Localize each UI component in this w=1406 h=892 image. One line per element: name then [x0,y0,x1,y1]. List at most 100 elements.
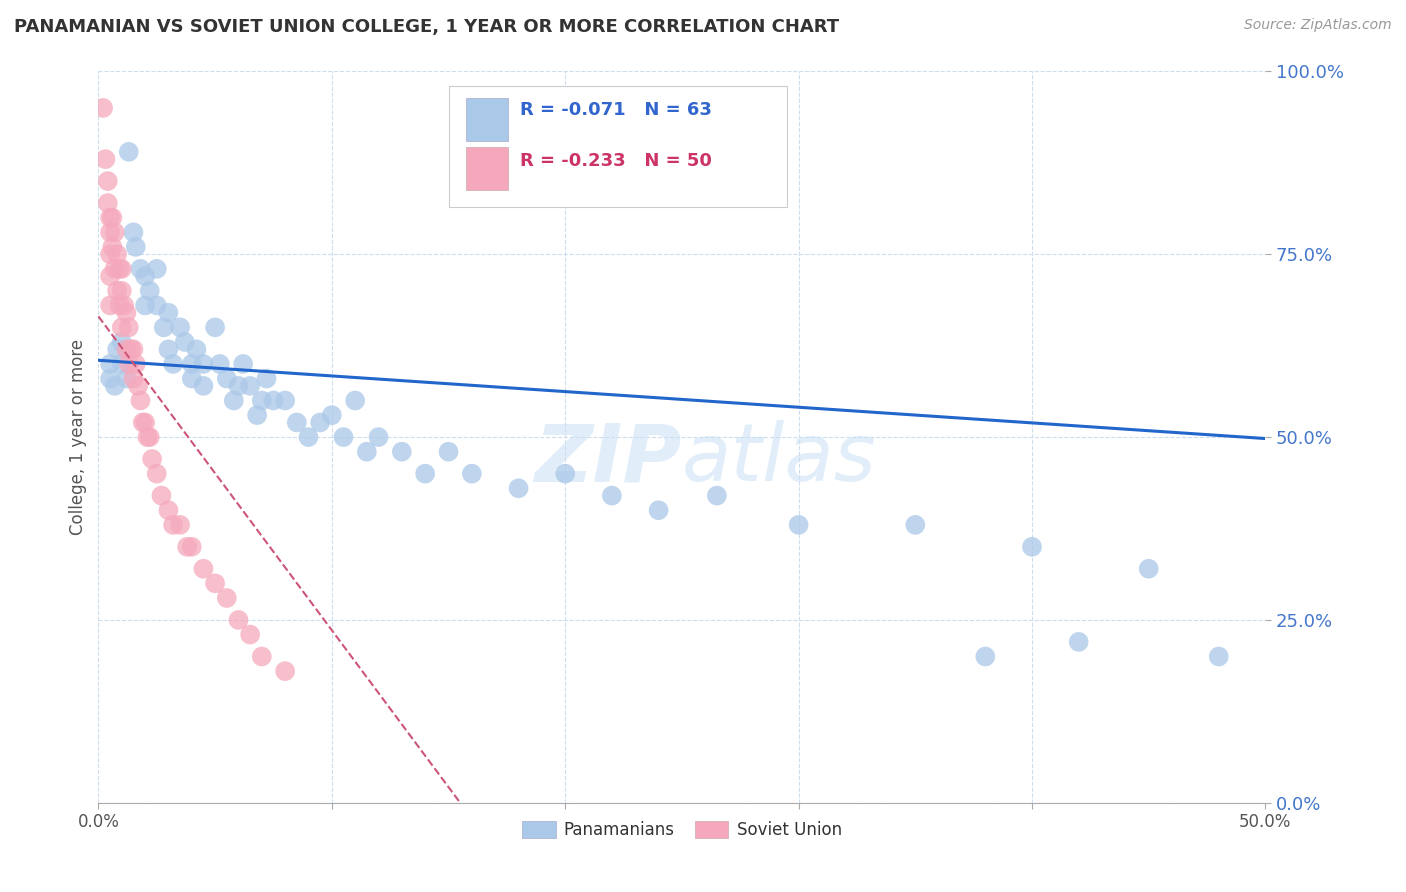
Point [228,379,250,393]
Point [146,467,169,481]
Point [97,174,120,188]
Point [215,591,238,605]
Text: atlas: atlas [682,420,877,498]
Point [98,269,121,284]
Point [134,416,156,430]
Point [157,343,180,357]
Point [262,393,284,408]
Point [134,298,156,312]
Point [97,196,120,211]
Point [285,416,308,430]
Point [98,211,121,225]
Point [787,517,810,532]
Point [413,467,436,481]
Point [508,481,530,495]
Point [152,320,174,334]
FancyBboxPatch shape [465,98,508,141]
Point [94,152,117,166]
Point [125,240,148,254]
Text: R = -0.071   N = 63: R = -0.071 N = 63 [520,101,711,120]
Point [274,393,297,408]
Point [150,489,173,503]
Point [554,467,576,481]
Point [461,467,484,481]
Point [139,284,162,298]
Point [101,240,124,254]
Point [132,416,155,430]
Point [91,101,114,115]
Point [108,298,131,312]
Y-axis label: College, 1 year or more: College, 1 year or more [69,339,87,535]
Point [104,379,127,393]
Point [647,503,669,517]
Point [173,334,195,349]
Point [118,357,141,371]
Point [115,306,138,320]
Point [139,430,162,444]
Point [193,357,215,371]
FancyBboxPatch shape [449,86,787,207]
Point [215,371,238,385]
Point [256,371,278,385]
Point [129,261,152,276]
Point [222,393,245,408]
Point [122,225,145,239]
Point [193,562,215,576]
Point [321,408,343,422]
Point [111,357,134,371]
Point [136,430,159,444]
Point [169,320,191,334]
Point [186,343,208,357]
Text: ZIP: ZIP [534,420,682,498]
Point [297,430,319,444]
Point [104,225,127,239]
Point [105,343,128,357]
Point [904,517,927,532]
Text: R = -0.233   N = 50: R = -0.233 N = 50 [520,153,711,170]
Point [239,379,262,393]
Point [250,393,273,408]
Point [706,489,728,503]
Point [239,627,262,641]
Point [437,444,460,458]
Point [169,517,191,532]
Point [122,371,145,385]
Point [111,334,134,349]
Point [104,261,127,276]
Point [228,613,250,627]
Point [98,298,121,312]
Point [391,444,413,458]
Point [157,503,180,517]
Point [1021,540,1043,554]
Point [274,664,297,678]
Point [98,371,121,385]
Point [111,320,134,334]
Point [204,576,226,591]
Point [1208,649,1230,664]
Point [180,540,202,554]
FancyBboxPatch shape [465,146,508,190]
Point [176,540,198,554]
Point [111,261,134,276]
Point [125,357,148,371]
Point [344,393,367,408]
Point [332,430,354,444]
Point [98,225,121,239]
Point [120,343,142,357]
Point [122,343,145,357]
Point [162,357,184,371]
Point [162,517,184,532]
Point [193,379,215,393]
Point [146,298,169,312]
Point [115,343,138,357]
Point [108,261,131,276]
Point [208,357,231,371]
Point [309,416,332,430]
Point [118,145,141,159]
Point [141,452,163,467]
Point [101,211,124,225]
Point [146,261,169,276]
Point [157,306,180,320]
Legend: Panamanians, Soviet Union: Panamanians, Soviet Union [516,814,848,846]
Point [246,408,269,422]
